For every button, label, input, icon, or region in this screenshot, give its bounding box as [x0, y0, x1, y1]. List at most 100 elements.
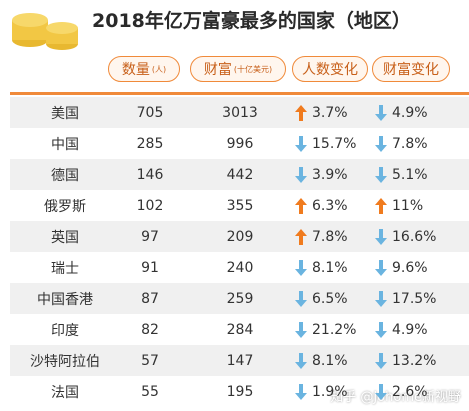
- arrow-down: [295, 135, 307, 152]
- table-row: 英国 97 209 7.8% 16.6%: [10, 221, 469, 252]
- change-value: 6.5%: [312, 290, 348, 307]
- count: 82: [141, 321, 159, 338]
- arrow-down: [375, 259, 387, 276]
- count: 91: [141, 259, 159, 276]
- arrow-down: [375, 228, 387, 245]
- change-value: 15.7%: [312, 135, 357, 152]
- header-rule: [10, 92, 469, 95]
- change: 8.1%: [295, 352, 348, 369]
- arrow-down: [295, 259, 307, 276]
- change-value: 21.2%: [312, 321, 357, 338]
- change-value: 2.6%: [392, 383, 428, 400]
- change-value: 1.9%: [312, 383, 348, 400]
- column-header: 人数变化: [292, 56, 368, 82]
- change: 9.6%: [375, 259, 428, 276]
- watermark: 知乎 @Johome新视野: [330, 390, 461, 405]
- change: 7.8%: [375, 135, 428, 152]
- column-header: 财富 (十亿美元): [190, 56, 286, 82]
- arrow-down: [295, 383, 307, 400]
- change: 7.8%: [295, 228, 348, 245]
- country: 沙特阿拉伯: [30, 353, 100, 370]
- count: 97: [141, 228, 159, 245]
- arrow-down: [375, 166, 387, 183]
- change-value: 4.9%: [392, 104, 428, 121]
- arrow-down: [295, 290, 307, 307]
- change-value: 9.6%: [392, 259, 428, 276]
- wealth: 259: [226, 290, 254, 307]
- change: 4.9%: [375, 321, 428, 338]
- table-row: 俄罗斯 102 355 6.3% 11%: [10, 190, 469, 221]
- wealth: 3013: [222, 104, 258, 121]
- arrow-down: [295, 321, 307, 338]
- table-row: 德国 146 442 3.9% 5.1%: [10, 159, 469, 190]
- change-value: 8.1%: [312, 259, 348, 276]
- change-value: 7.8%: [392, 135, 428, 152]
- arrow-down: [375, 290, 387, 307]
- count: 102: [136, 197, 164, 214]
- country: 瑞士: [51, 260, 79, 277]
- country: 中国: [51, 136, 79, 153]
- arrow-down: [375, 321, 387, 338]
- arrow-down: [375, 135, 387, 152]
- arrow-up: [295, 104, 307, 121]
- column-label: 人数变化: [302, 62, 358, 78]
- column-label: 财富: [203, 62, 232, 78]
- column-unit: (十亿美元): [233, 64, 273, 74]
- change-value: 5.1%: [392, 166, 428, 183]
- arrow-up: [295, 197, 307, 214]
- change: 1.9%: [295, 383, 348, 400]
- arrow-down: [295, 352, 307, 369]
- change: 4.9%: [375, 104, 428, 121]
- change-value: 3.7%: [312, 104, 348, 121]
- change: 3.9%: [295, 166, 348, 183]
- change-value: 7.8%: [312, 228, 348, 245]
- change: 8.1%: [295, 259, 348, 276]
- column-header: 数量 (人): [108, 56, 180, 82]
- country: 美国: [51, 105, 79, 122]
- arrow-down: [375, 352, 387, 369]
- change-value: 17.5%: [392, 290, 437, 307]
- wealth: 284: [226, 321, 254, 338]
- country: 英国: [51, 229, 79, 246]
- column-unit: (人): [151, 64, 167, 74]
- coins-icon: [12, 13, 78, 50]
- change: 6.3%: [295, 197, 348, 214]
- change-value: 4.9%: [392, 321, 428, 338]
- wealth: 355: [226, 197, 254, 214]
- change-value: 13.2%: [392, 352, 437, 369]
- count: 57: [141, 352, 159, 369]
- table-row: 法国 55 195 1.9% 2.6%: [10, 376, 469, 407]
- wealth: 442: [226, 166, 254, 183]
- country: 中国香港: [37, 291, 93, 308]
- arrow-down: [375, 383, 387, 400]
- arrow-down: [375, 104, 387, 121]
- wealth: 240: [226, 259, 254, 276]
- change: 21.2%: [295, 321, 357, 338]
- count: 146: [136, 166, 164, 183]
- change: 15.7%: [295, 135, 357, 152]
- column-label: 财富变化: [383, 62, 439, 78]
- wealth: 147: [226, 352, 254, 369]
- table-row: 中国 285 996 15.7% 7.8%: [10, 128, 469, 159]
- change: 11%: [375, 197, 423, 214]
- table-row: 瑞士 91 240 8.1% 9.6%: [10, 252, 469, 283]
- country: 德国: [51, 167, 79, 184]
- wealth: 996: [226, 135, 254, 152]
- table-row: 美国 705 3013 3.7% 4.9%: [10, 97, 469, 128]
- country: 法国: [51, 384, 79, 401]
- table-row: 中国香港 87 259 6.5% 17.5%: [10, 283, 469, 314]
- change: 2.6%: [375, 383, 428, 400]
- table-row: 沙特阿拉伯 57 147 8.1% 13.2%: [10, 345, 469, 376]
- arrow-down: [295, 166, 307, 183]
- change: 5.1%: [375, 166, 428, 183]
- column-label: 数量: [121, 62, 150, 78]
- wealth: 195: [226, 383, 254, 400]
- count: 55: [141, 383, 159, 400]
- change: 6.5%: [295, 290, 348, 307]
- count: 87: [141, 290, 159, 307]
- arrow-up: [295, 228, 307, 245]
- change: 16.6%: [375, 228, 436, 245]
- change-value: 3.9%: [312, 166, 348, 183]
- country: 印度: [51, 322, 79, 339]
